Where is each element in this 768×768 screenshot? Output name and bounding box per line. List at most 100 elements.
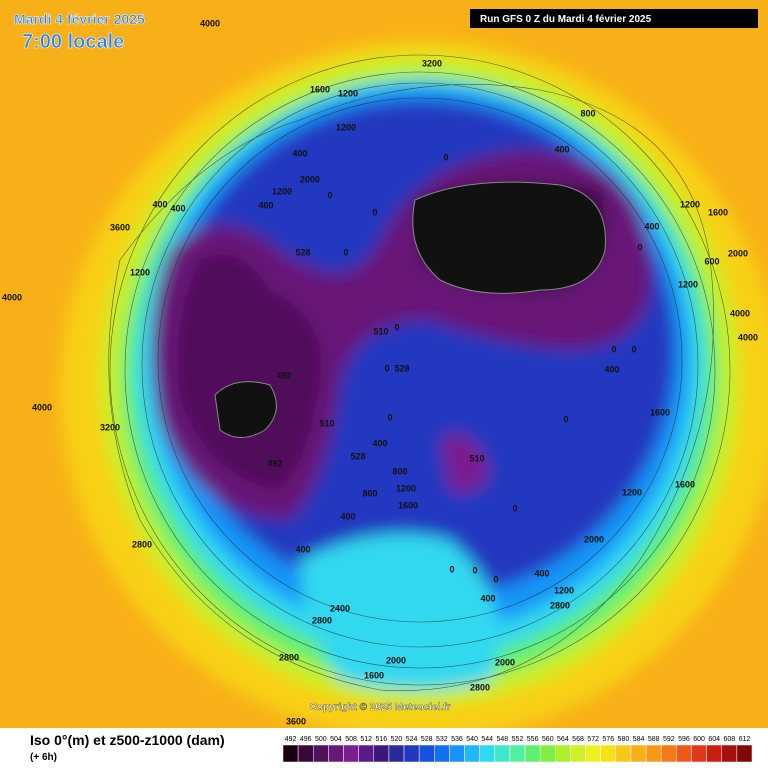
- colorbar-label: 520: [391, 736, 403, 743]
- contour-label: 4000: [32, 402, 52, 412]
- colorbar-label: 516: [375, 736, 387, 743]
- contour-label: 2000: [728, 248, 748, 258]
- colorbar-label: 580: [618, 736, 630, 743]
- contour-label: 0: [493, 574, 498, 584]
- contour-label: 1200: [338, 88, 358, 98]
- contour-label: 1200: [678, 279, 698, 289]
- contour-label: 0: [611, 344, 616, 354]
- contour-label: 0: [343, 247, 348, 257]
- contour-label: 400: [644, 221, 659, 231]
- colorbar-cell: [358, 744, 375, 763]
- colorbar-cell: [691, 744, 707, 763]
- contour-label: 1600: [708, 207, 728, 217]
- colorbar-cell: [736, 744, 753, 763]
- contour-label: 0: [387, 412, 392, 422]
- colorbar-cell: [328, 744, 344, 763]
- contour-label: 1600: [650, 407, 670, 417]
- colorbar-label: 548: [497, 736, 509, 743]
- colorbar-cell: [373, 744, 390, 763]
- colorbar-cell: [706, 744, 722, 763]
- colorbar-cell: [645, 744, 662, 763]
- colorbar-cell: [434, 744, 450, 763]
- colorbar-cell: [464, 744, 480, 763]
- colorbar-label: 544: [481, 736, 493, 743]
- colorbar-cell: [585, 744, 601, 763]
- contour-label: 4000: [200, 18, 220, 28]
- contour-label: 2800: [550, 600, 570, 610]
- colorbar-label: 500: [315, 736, 327, 743]
- contour-label: 800: [362, 488, 377, 498]
- legend-title: Iso 0°(m) et z500-z1000 (dam): [30, 732, 225, 748]
- contour-label: 1600: [364, 670, 384, 680]
- contour-label: 1600: [310, 84, 330, 94]
- colorbar-cell: [418, 744, 435, 763]
- contour-label: 0: [512, 503, 517, 513]
- contour-label: 600: [704, 256, 719, 266]
- contour-label: 0: [631, 344, 636, 354]
- colorbar-label: 528: [421, 736, 433, 743]
- contour-label: 2400: [330, 603, 350, 613]
- colorbar-label: 600: [693, 736, 705, 743]
- colorbar-label: 612: [739, 736, 751, 743]
- contour-label: 400: [534, 568, 549, 578]
- colorbar-cell: [570, 744, 586, 763]
- contour-label: 400: [170, 203, 185, 213]
- contour-label: 492: [556, 273, 571, 283]
- colorbar-cell: [509, 744, 526, 763]
- contour-label: 510: [319, 418, 334, 428]
- colorbar-cell: [615, 744, 632, 763]
- contour-label: 4000: [738, 332, 758, 342]
- colorbar-label: 568: [572, 736, 584, 743]
- contour-label: 1200: [130, 267, 150, 277]
- contour-label: 2000: [584, 534, 604, 544]
- contour-label: 0: [372, 207, 377, 217]
- contour-label: 2000: [495, 657, 515, 667]
- contour-label: 510: [469, 453, 484, 463]
- colorbar-label: 504: [330, 736, 342, 743]
- contour-label: 2000: [300, 174, 320, 184]
- colorbar-label: 556: [527, 736, 539, 743]
- contour-label: 2800: [279, 652, 299, 662]
- colorbar-cell: [297, 744, 314, 763]
- legend-step: (+ 6h): [30, 752, 57, 763]
- contour-label: 400: [292, 148, 307, 158]
- contour-label: 800: [392, 466, 407, 476]
- contour-label: 1600: [398, 500, 418, 510]
- contour-label: 4000: [2, 292, 22, 302]
- contour-label: 2800: [312, 615, 332, 625]
- contour-label: 0: [449, 564, 454, 574]
- contour-label: 400: [340, 511, 355, 521]
- contour-label: 528: [350, 451, 365, 461]
- contour-label: 492: [514, 237, 529, 247]
- contour-label: 528: [295, 247, 310, 257]
- colorbar-label: 608: [723, 736, 735, 743]
- colorbar-cell: [313, 744, 329, 763]
- contour-label: 400: [152, 199, 167, 209]
- colorbar-label: 572: [587, 736, 599, 743]
- contour-label: 0: [563, 414, 568, 424]
- contour-label: 2800: [132, 539, 152, 549]
- contour-label: 1200: [680, 199, 700, 209]
- contour-label: 3600: [286, 716, 306, 726]
- contour-label: 528: [394, 363, 409, 373]
- contour-label: 3200: [100, 422, 120, 432]
- contour-label: 400: [480, 593, 495, 603]
- colorbar-label: 584: [633, 736, 645, 743]
- contour-label: 0: [472, 565, 477, 575]
- colorbar-label: 524: [406, 736, 418, 743]
- contour-label: 1200: [554, 585, 574, 595]
- colorbar-cell: [630, 744, 647, 763]
- contour-label: 4000: [730, 308, 750, 318]
- colorbar-label: 604: [708, 736, 720, 743]
- contour-label: 2000: [386, 655, 406, 665]
- contour-label: 400: [604, 364, 619, 374]
- colorbar-cell: [524, 744, 541, 763]
- colorbar-label: 512: [360, 736, 372, 743]
- colorbar-cell: [282, 744, 299, 763]
- contour-label: 0: [384, 363, 389, 373]
- colorbar-label: 560: [542, 736, 554, 743]
- colorbar-label: 564: [557, 736, 569, 743]
- contour-label: 3600: [110, 222, 130, 232]
